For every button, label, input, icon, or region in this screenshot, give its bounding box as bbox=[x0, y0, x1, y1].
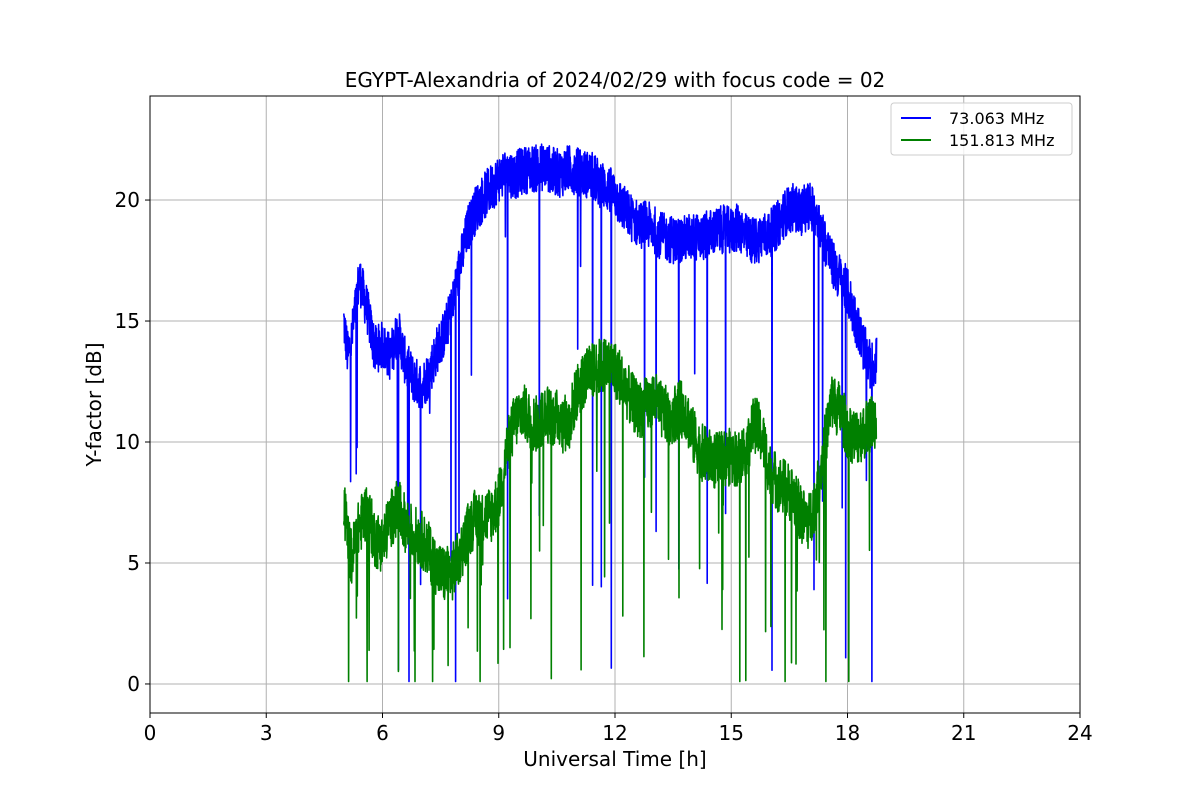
plot-area bbox=[343, 143, 878, 683]
series-line-1 bbox=[343, 338, 878, 683]
y-tick-label: 5 bbox=[127, 551, 140, 575]
legend-label-73mhz: 73.063 MHz bbox=[949, 109, 1044, 128]
y-tick-label: 15 bbox=[115, 309, 140, 333]
legend-label-151mhz: 151.813 MHz bbox=[949, 131, 1054, 150]
x-tick-label: 24 bbox=[1067, 721, 1092, 745]
axis-ticks: 0 3 6 9 12 15 18 21 24 0 5 10 15 20 bbox=[115, 188, 1093, 745]
y-axis-label: Y-factor [dB] bbox=[82, 342, 106, 467]
chart-title: EGYPT-Alexandria of 2024/02/29 with focu… bbox=[345, 68, 886, 92]
y-tick-label: 10 bbox=[115, 430, 140, 454]
x-tick-label: 12 bbox=[602, 721, 627, 745]
x-tick-label: 3 bbox=[260, 721, 273, 745]
x-tick-label: 21 bbox=[951, 721, 976, 745]
x-axis-label: Universal Time [h] bbox=[523, 747, 706, 771]
x-tick-label: 0 bbox=[144, 721, 157, 745]
x-tick-label: 9 bbox=[492, 721, 505, 745]
legend: 73.063 MHz 151.813 MHz bbox=[890, 102, 1073, 156]
series-line-0 bbox=[343, 143, 878, 683]
legend-box bbox=[890, 102, 1073, 156]
x-tick-label: 6 bbox=[376, 721, 389, 745]
x-tick-label: 18 bbox=[835, 721, 860, 745]
x-tick-label: 15 bbox=[719, 721, 744, 745]
y-tick-label: 0 bbox=[127, 672, 140, 696]
y-tick-label: 20 bbox=[115, 188, 140, 212]
